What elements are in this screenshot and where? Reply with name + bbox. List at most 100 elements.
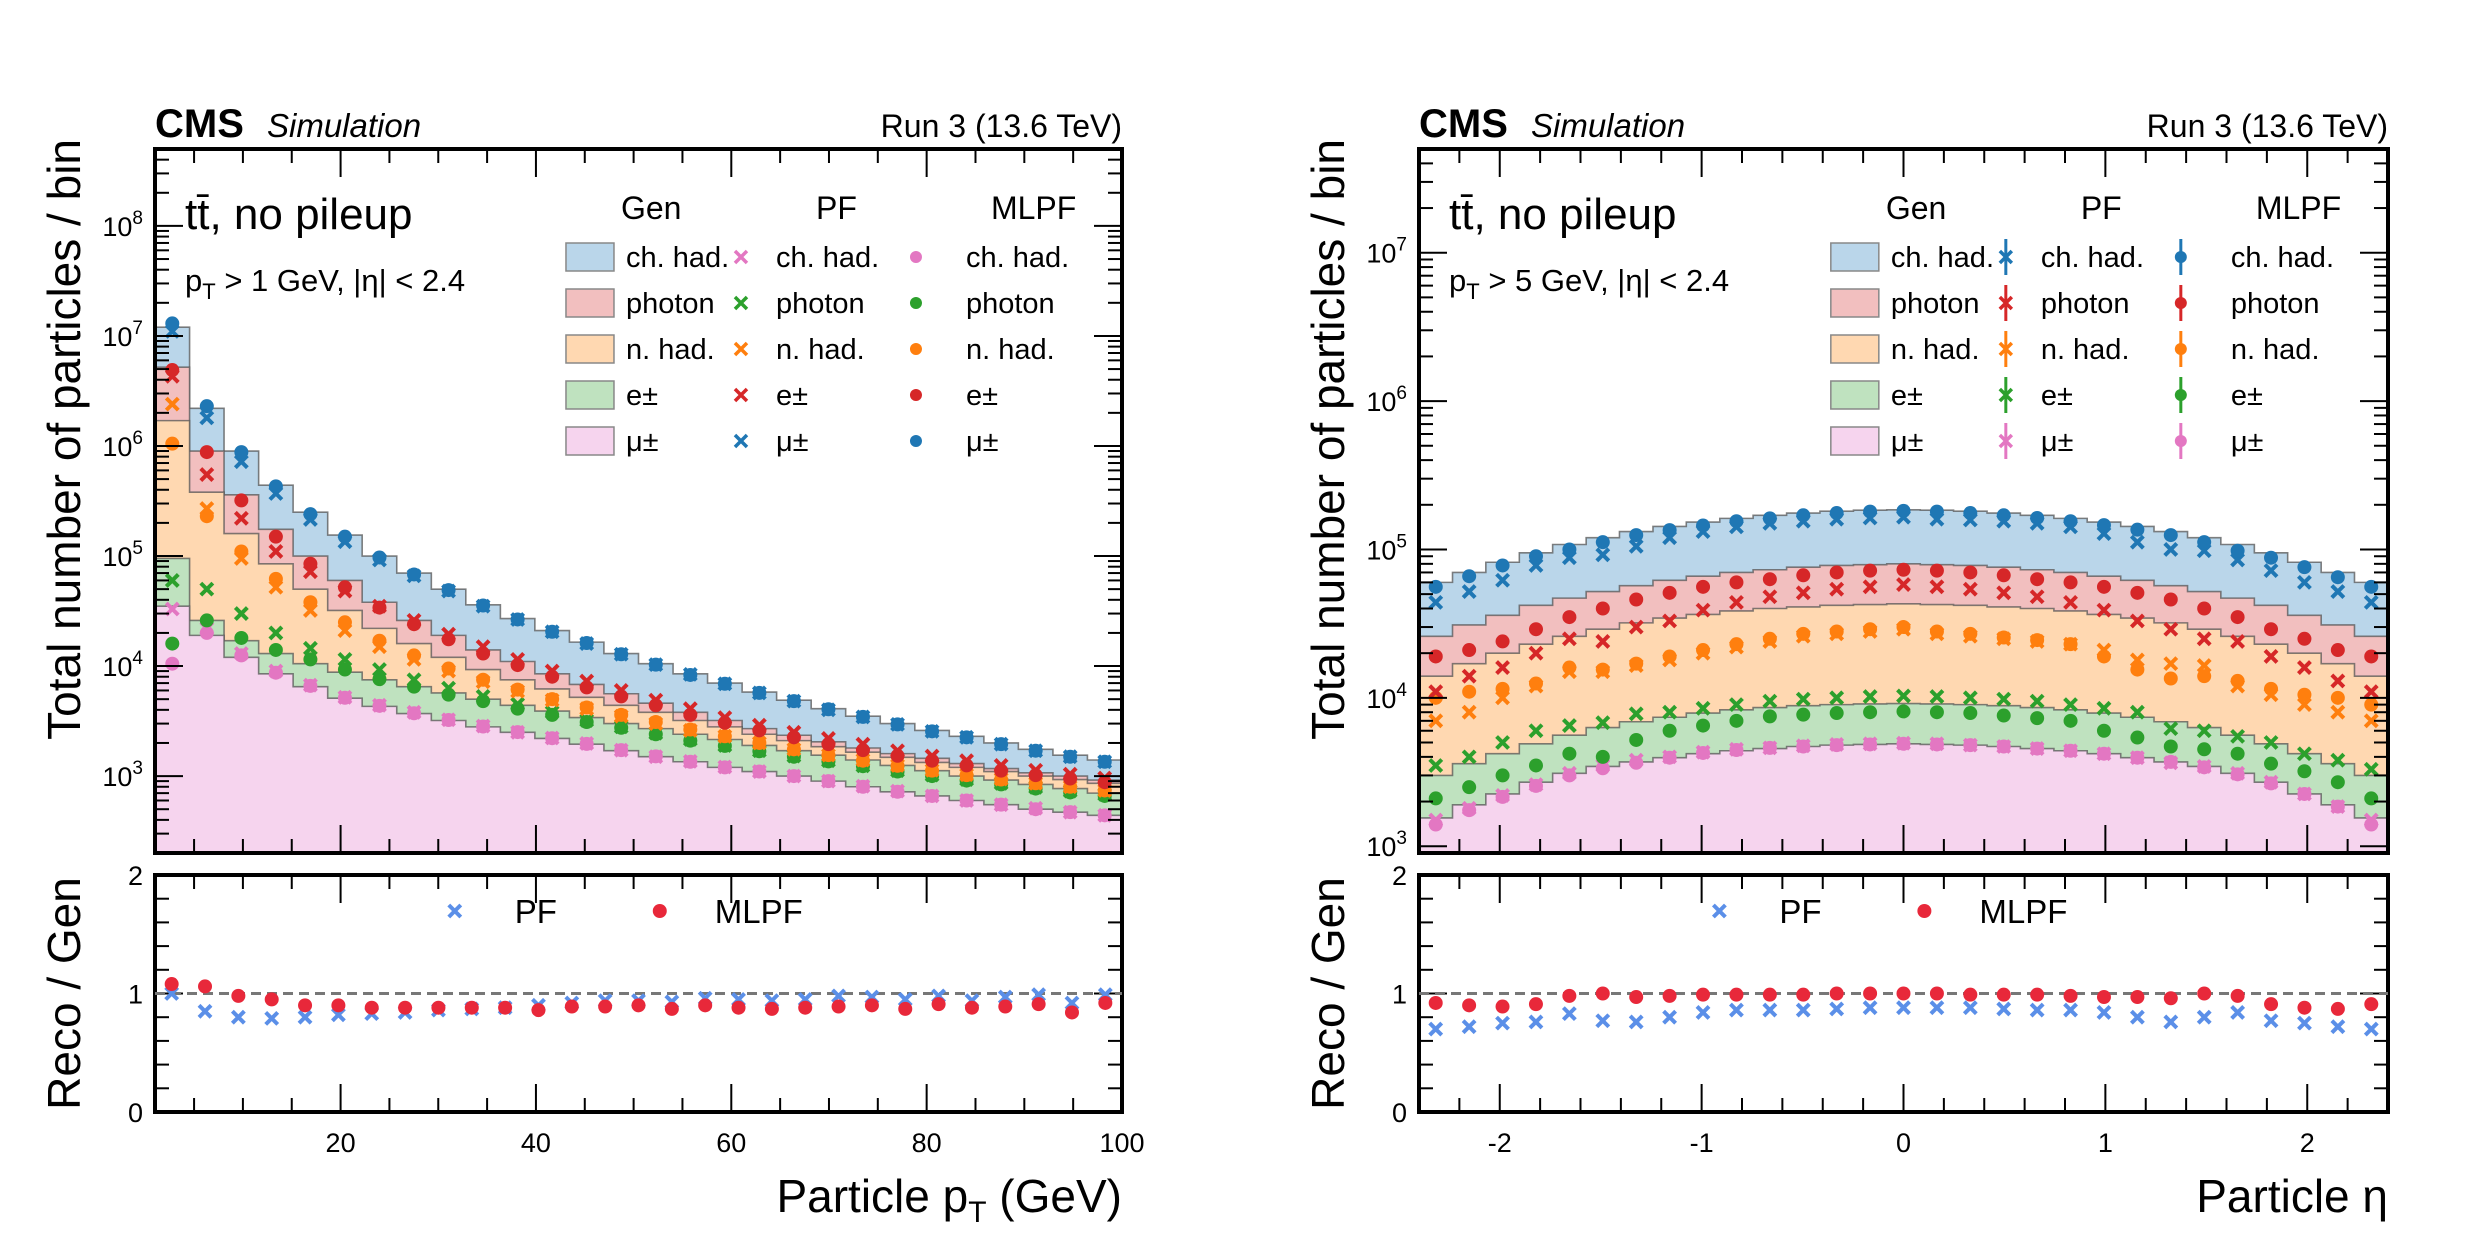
mlpf-marker-mu <box>165 656 180 671</box>
y-tick-exp: 5 <box>132 538 143 559</box>
mlpf-marker-mu <box>959 793 974 808</box>
mlpf-marker-chhad <box>303 507 318 522</box>
mlpf-marker-mu <box>1796 739 1811 754</box>
y-tick-base: 10 <box>102 322 132 352</box>
mlpf-marker-e <box>1595 749 1610 764</box>
mlpf-marker-photon <box>683 707 698 722</box>
legend-pf-label: photon <box>776 288 865 320</box>
pf-marker-chhad <box>1495 572 1510 588</box>
ratio-mlpf-marker <box>564 999 579 1014</box>
simulation-label: Simulation <box>1531 107 1685 144</box>
pf-marker-photon <box>2096 602 2112 618</box>
mlpf-marker-photon <box>268 529 283 544</box>
pf-marker-chhad <box>2163 542 2179 557</box>
mlpf-marker-mu <box>1696 745 1711 760</box>
pf-marker-nhad <box>2363 713 2379 729</box>
y-tick-exp: 5 <box>1396 531 1407 552</box>
legend-gen-swatch <box>565 288 615 318</box>
mlpf-marker-mu <box>2130 750 2145 765</box>
mlpf-marker-mu <box>994 797 1009 812</box>
legend-pf-marker <box>1998 341 2014 357</box>
mlpf-marker-photon <box>994 763 1009 778</box>
mlpf-marker-photon <box>2163 592 2178 607</box>
mlpf-marker-nhad <box>2330 690 2345 705</box>
legend-gen-swatch <box>1830 380 1880 410</box>
pf-marker-chhad <box>199 410 215 426</box>
y-tick-base: 10 <box>102 212 132 242</box>
mlpf-marker-nhad <box>476 672 491 687</box>
ratio-mlpf-marker <box>464 1000 479 1015</box>
mlpf-marker-e <box>441 687 456 702</box>
pf-marker-photon <box>2230 634 2246 649</box>
pf-marker-photon <box>1729 594 1744 610</box>
mlpf-marker-e <box>545 707 560 722</box>
mlpf-marker-photon <box>1595 601 1610 616</box>
mlpf-marker-chhad <box>2230 543 2245 558</box>
mlpf-marker-e <box>1796 707 1811 722</box>
ratio-legend-pf-marker <box>447 903 463 919</box>
ratio-mlpf-marker <box>2264 997 2279 1012</box>
mlpf-marker-mu <box>234 648 249 663</box>
y-tick-label: 106 <box>102 428 143 462</box>
energy-label: Run 3 (13.6 TeV) <box>2147 108 2388 144</box>
ratio-pf-marker <box>1561 1006 1577 1022</box>
mlpf-marker-photon <box>234 493 249 508</box>
mlpf-marker-mu <box>2297 786 2312 801</box>
mlpf-marker-photon <box>1963 565 1978 580</box>
ratio-mlpf-marker <box>1963 987 1978 1002</box>
mlpf-marker-photon <box>1796 568 1811 583</box>
mlpf-marker-e <box>510 701 525 716</box>
mlpf-marker-e <box>1629 732 1644 747</box>
ratio-y-tick-label: 2 <box>1392 861 1407 891</box>
mlpf-marker-nhad <box>441 661 456 676</box>
ratio-mlpf-marker <box>1629 990 1644 1005</box>
ratio-pf-marker <box>1896 1000 1911 1016</box>
mlpf-marker-nhad <box>1528 676 1543 691</box>
legend-header: MLPF <box>991 190 1076 226</box>
ratio-pf-marker <box>1495 1015 1510 1031</box>
mlpf-marker-mu <box>407 706 422 721</box>
ratio-mlpf-marker <box>2030 987 2045 1002</box>
mlpf-marker-e <box>614 720 629 735</box>
mlpf-marker-e <box>1762 709 1777 724</box>
mlpf-marker-photon <box>2197 601 2212 616</box>
mlpf-marker-mu <box>510 725 525 740</box>
x-tick-label: 0 <box>1896 1128 1911 1158</box>
pf-marker-e <box>1628 706 1644 722</box>
ratio-mlpf-marker <box>1528 997 1543 1012</box>
legend-pf-marker <box>1998 433 2014 449</box>
ratio-y-axis-title: Reco / Gen <box>38 877 90 1110</box>
pf-marker-photon <box>1996 585 2012 601</box>
pf-marker-photon <box>199 467 215 482</box>
pf-marker-e <box>2363 761 2379 777</box>
mlpf-marker-nhad <box>303 595 318 610</box>
legend-gen-swatch <box>1830 334 1880 364</box>
pf-marker-chhad <box>1595 547 1611 563</box>
pf-marker-e <box>1962 690 1978 706</box>
legend-mlpf-label: μ± <box>2231 426 2264 458</box>
legend-gen-swatch <box>565 242 615 272</box>
legend-pf-marker <box>733 249 749 265</box>
ratio-mlpf-marker <box>931 997 946 1012</box>
mlpf-marker-mu <box>2030 741 2045 756</box>
legend-gen-swatch <box>565 426 615 456</box>
gen-stack-mu <box>1419 743 2388 853</box>
energy-label: Run 3 (13.6 TeV) <box>881 108 1122 144</box>
mlpf-marker-mu <box>1729 743 1744 758</box>
y-tick-label: 104 <box>102 648 143 682</box>
ratio-pf-marker <box>2029 1002 2045 1018</box>
legend-pf-marker <box>733 387 749 403</box>
legend-mlpf-marker <box>909 343 922 355</box>
mlpf-marker-mu <box>752 764 767 779</box>
ratio-mlpf-marker <box>1996 987 2011 1002</box>
mlpf-marker-e <box>579 715 594 730</box>
y-tick-base: 10 <box>1366 239 1396 269</box>
mlpf-marker-photon <box>1762 572 1777 587</box>
mlpf-marker-chhad <box>1495 558 1510 573</box>
mlpf-marker-e <box>2297 764 2312 779</box>
mlpf-marker-nhad <box>925 763 940 778</box>
legend-mlpf-marker <box>2174 343 2187 355</box>
ratio-panel: 0 1 2 PF MLPF <box>128 861 1124 1128</box>
ratio-pf-marker <box>1829 1001 1845 1017</box>
mlpf-marker-e <box>234 630 249 645</box>
